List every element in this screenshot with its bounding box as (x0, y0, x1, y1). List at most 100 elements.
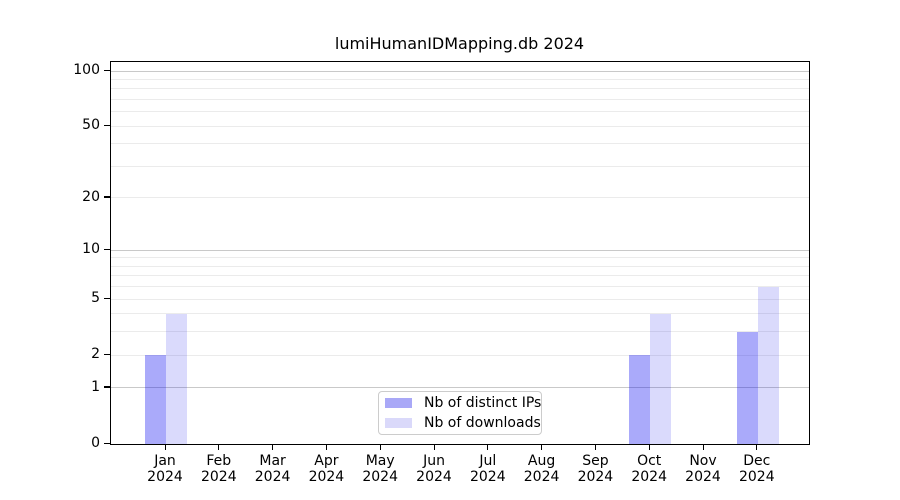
y-tick-label: 20 (82, 188, 100, 205)
bar-downloads (757, 286, 779, 444)
legend-label-distinct-ips: Nb of distinct IPs (424, 395, 542, 411)
x-tick-mark (164, 444, 166, 450)
y-tick-mark (104, 353, 110, 355)
x-tick-mark (756, 444, 758, 450)
x-tick-month: Nov (689, 453, 717, 469)
y-tick-mark (104, 442, 110, 444)
legend: Nb of distinct IPs Nb of downloads (378, 391, 542, 435)
x-tick-label: May 2024 (345, 453, 415, 485)
bar-downloads (166, 313, 187, 444)
legend-swatch-downloads (385, 418, 412, 428)
grid-line-major (111, 387, 809, 389)
grid-line-minor (111, 286, 809, 288)
x-tick-month: May (365, 453, 395, 469)
x-tick-mark (433, 444, 435, 450)
x-tick-label: Nov 2024 (668, 453, 738, 485)
x-tick-label: Jun 2024 (399, 453, 469, 485)
x-tick-month: Jun (423, 453, 445, 469)
x-tick-label: Mar 2024 (238, 453, 308, 485)
plot-area: Nb of distinct IPs Nb of downloads (110, 61, 810, 445)
x-tick-year: 2024 (254, 469, 291, 485)
grid-line-minor (111, 313, 809, 315)
x-tick-month: Sep (582, 453, 609, 469)
x-tick-month: Jan (154, 453, 176, 469)
x-tick-year: 2024 (416, 469, 452, 485)
grid-line-minor (111, 88, 809, 90)
grid-line-minor (111, 331, 809, 333)
grid-line-major (111, 249, 809, 251)
x-tick-label: Dec 2024 (722, 453, 792, 485)
grid-line-minor (111, 265, 809, 267)
grid-line-minor (111, 257, 809, 259)
legend-label-downloads: Nb of downloads (424, 415, 541, 431)
bar-distinct-ips (629, 355, 651, 444)
y-tick-label: 50 (82, 117, 100, 134)
y-tick-mark (104, 297, 110, 299)
x-tick-year: 2024 (200, 469, 237, 485)
grid-line-minor (111, 166, 809, 167)
grid-line-minor (111, 197, 809, 199)
x-tick-label: Feb 2024 (184, 453, 254, 485)
x-tick-label: Oct 2024 (614, 453, 684, 485)
x-tick-label: Aug 2024 (507, 453, 577, 485)
grid-line-major (111, 70, 809, 72)
chart-title: lumiHumanIDMapping.db 2024 (334, 34, 585, 53)
x-tick-mark (487, 444, 489, 450)
x-tick-label: Jan 2024 (130, 453, 200, 485)
x-tick-month: Jul (479, 453, 497, 469)
x-tick-mark (218, 444, 220, 450)
x-tick-year: 2024 (469, 469, 506, 485)
x-tick-year: 2024 (147, 469, 183, 485)
x-tick-year: 2024 (685, 469, 721, 485)
x-tick-month: Apr (314, 453, 339, 469)
y-tick-mark (104, 196, 110, 198)
grid-line-minor (111, 298, 809, 300)
y-tick-label: 10 (82, 241, 100, 258)
x-tick-mark (648, 444, 650, 450)
grid-line-minor (111, 125, 809, 127)
bar-downloads (650, 313, 672, 444)
grid-line-minor (111, 275, 809, 277)
y-tick-mark (104, 386, 110, 388)
grid-line-minor (111, 78, 809, 80)
y-tick-label: 0 (91, 435, 100, 451)
x-tick-month: Aug (527, 453, 556, 469)
x-tick-month: Dec (743, 453, 771, 469)
x-tick-year: 2024 (738, 469, 775, 485)
legend-entry-downloads: Nb of downloads (385, 415, 541, 432)
bar-distinct-ips (736, 331, 758, 444)
y-tick-mark (104, 69, 110, 71)
x-tick-mark (702, 444, 704, 450)
x-tick-month: Feb (206, 453, 232, 469)
grid-line-minor (111, 99, 809, 101)
x-tick-mark (594, 444, 597, 450)
x-tick-year: 2024 (523, 469, 560, 485)
x-tick-year: 2024 (308, 469, 345, 485)
y-tick-label: 5 (91, 290, 100, 307)
y-tick-mark (104, 248, 110, 250)
bar-distinct-ips (145, 355, 166, 444)
y-tick-label: 100 (73, 62, 100, 79)
x-tick-label: Sep 2024 (560, 453, 630, 485)
x-tick-month: Oct (637, 453, 662, 469)
x-tick-mark (272, 444, 274, 450)
x-tick-label: Jul 2024 (453, 453, 523, 485)
x-tick-year: 2024 (362, 469, 398, 485)
x-tick-mark (541, 444, 543, 450)
y-tick-mark (104, 124, 110, 126)
grid-line-minor (111, 143, 809, 145)
x-tick-year: 2024 (631, 469, 667, 485)
plot-canvas (111, 62, 809, 444)
legend-entry-distinct-ips: Nb of distinct IPs (385, 395, 541, 412)
x-tick-mark (325, 444, 328, 450)
x-tick-mark (379, 444, 381, 450)
y-tick-label: 1 (91, 378, 100, 395)
x-tick-year: 2024 (577, 469, 614, 485)
legend-swatch-distinct-ips (385, 398, 412, 408)
y-tick-label: 2 (91, 346, 100, 363)
grid-line-minor (111, 354, 809, 356)
grid-line-minor (111, 111, 809, 113)
x-tick-month: Mar (259, 453, 286, 469)
x-tick-label: Apr 2024 (291, 453, 361, 485)
